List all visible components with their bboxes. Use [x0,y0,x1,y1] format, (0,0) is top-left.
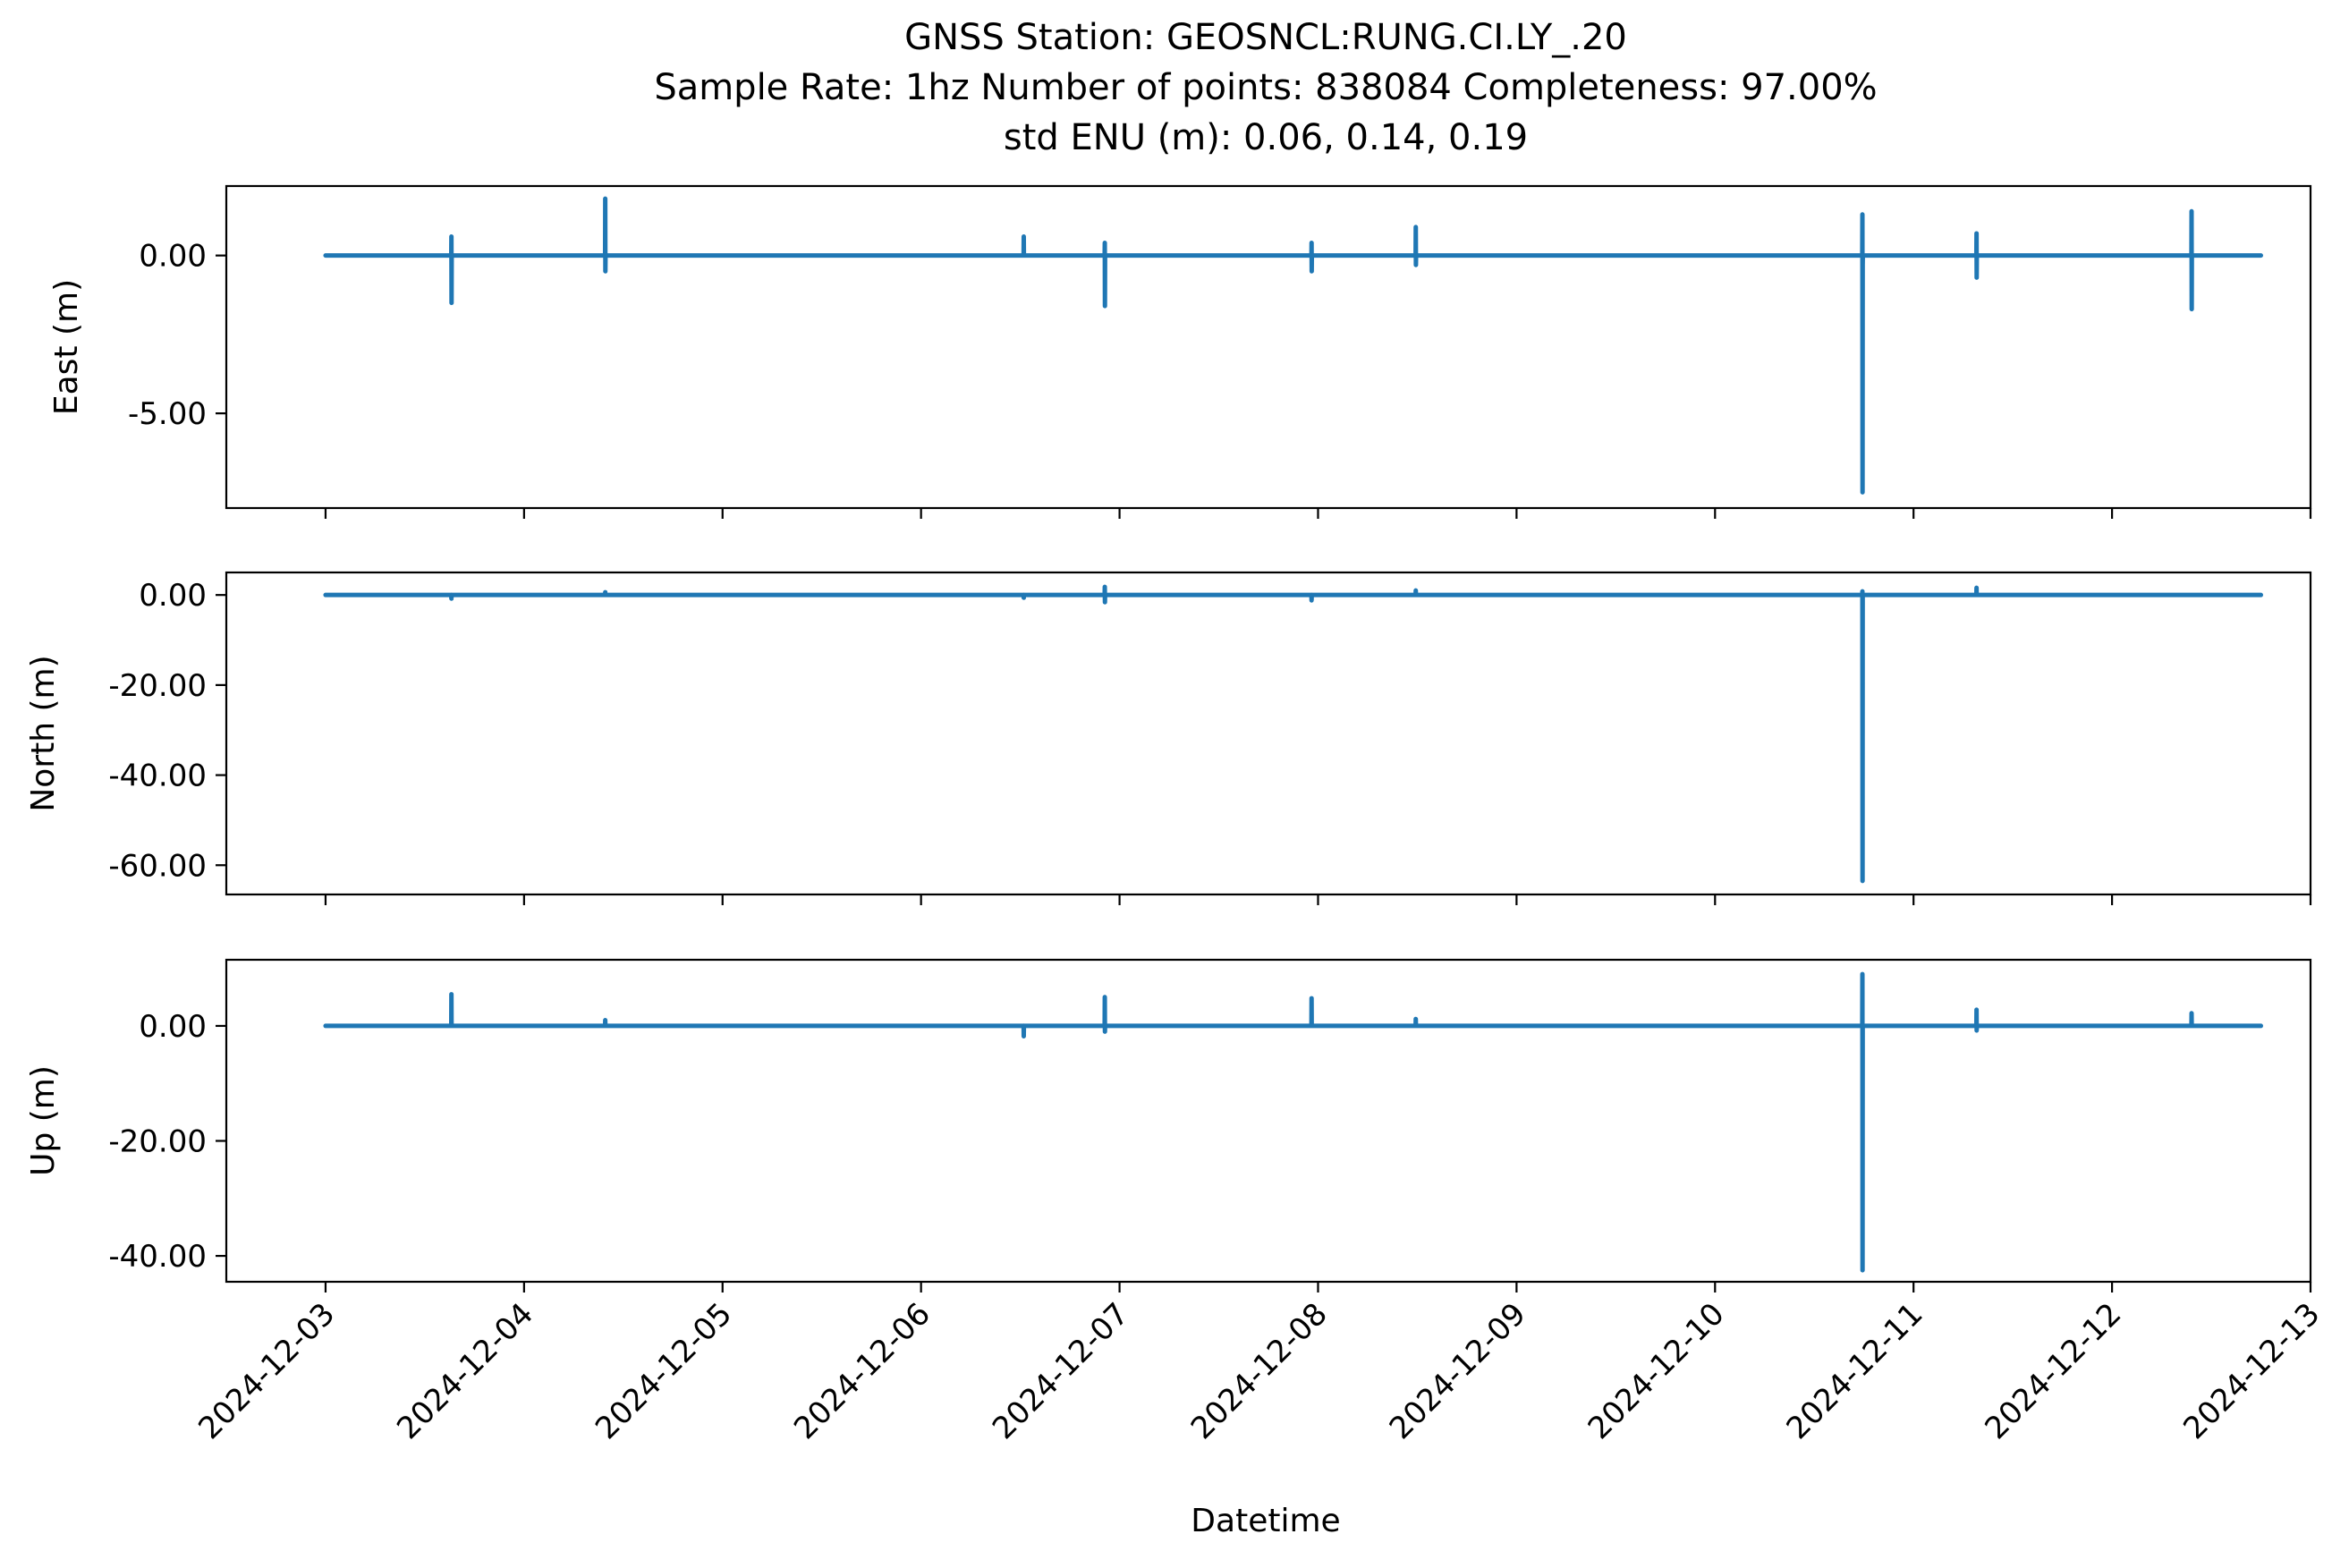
y-axis-label: Up (m) [25,1065,62,1176]
panel-east: 0.00 -5.00 East (m) [48,184,2312,519]
chart-panels: 0.00 -5.00 East (m) 0.00 -20.00 -40.00 -60.00 N… [25,184,2327,1446]
y-tick-label: -40.00 [108,759,207,794]
y-axis-label: East (m) [48,279,85,415]
axes-frame [225,184,2312,510]
panel-north: 0.00 -20.00 -40.00 -60.00 North (m) [25,571,2312,905]
y-tick-label: 0.00 [139,1009,207,1045]
y-axis-label: North (m) [25,655,62,811]
axes-frame [225,571,2312,896]
x-tick-label: 2024-12-06 [787,1296,937,1446]
x-tick-label: 2024-12-03 [191,1296,342,1446]
chart-title-line: std ENU (m): 0.06, 0.14, 0.19 [1004,117,1528,158]
y-tick-label: -40.00 [108,1239,207,1275]
chart-title-line: Sample Rate: 1hz Number of points: 83808… [654,67,1877,108]
x-tick-label: 2024-12-07 [986,1296,1136,1446]
y-tick-label: -5.00 [128,396,207,432]
x-tick-label: 2024-12-12 [1978,1296,2128,1446]
panel-up: 0.00 -20.00 -40.00 Up (m) 2024-12-03 2024-12-… [25,958,2327,1446]
x-tick-label: 2024-12-10 [1582,1296,1732,1446]
x-tick-label: 2024-12-09 [1383,1296,1533,1446]
series-line [323,196,2264,495]
series-line [323,584,2264,884]
chart-title-line: GNSS Station: GEOSNCL:RUNG.CI.LY_.20 [904,17,1627,58]
y-tick-label: 0.00 [139,578,207,614]
y-tick-label: -60.00 [108,848,207,884]
x-tick-label: 2024-12-08 [1184,1296,1335,1446]
axes-frame [225,958,2312,1284]
x-tick-label: 2024-12-13 [2176,1296,2327,1446]
series-line [323,971,2264,1273]
y-tick-label: 0.00 [139,239,207,275]
x-tick-label: 2024-12-04 [390,1296,540,1446]
y-tick-label: -20.00 [108,1124,207,1160]
y-tick-label: -20.00 [108,668,207,704]
x-tick-label: 2024-12-11 [1780,1296,1930,1446]
chart-title: GNSS Station: GEOSNCL:RUNG.CI.LY_.20 Samp… [654,17,1877,158]
x-axis-label: Datetime [1191,1503,1340,1539]
x-tick-label: 2024-12-05 [589,1296,739,1446]
